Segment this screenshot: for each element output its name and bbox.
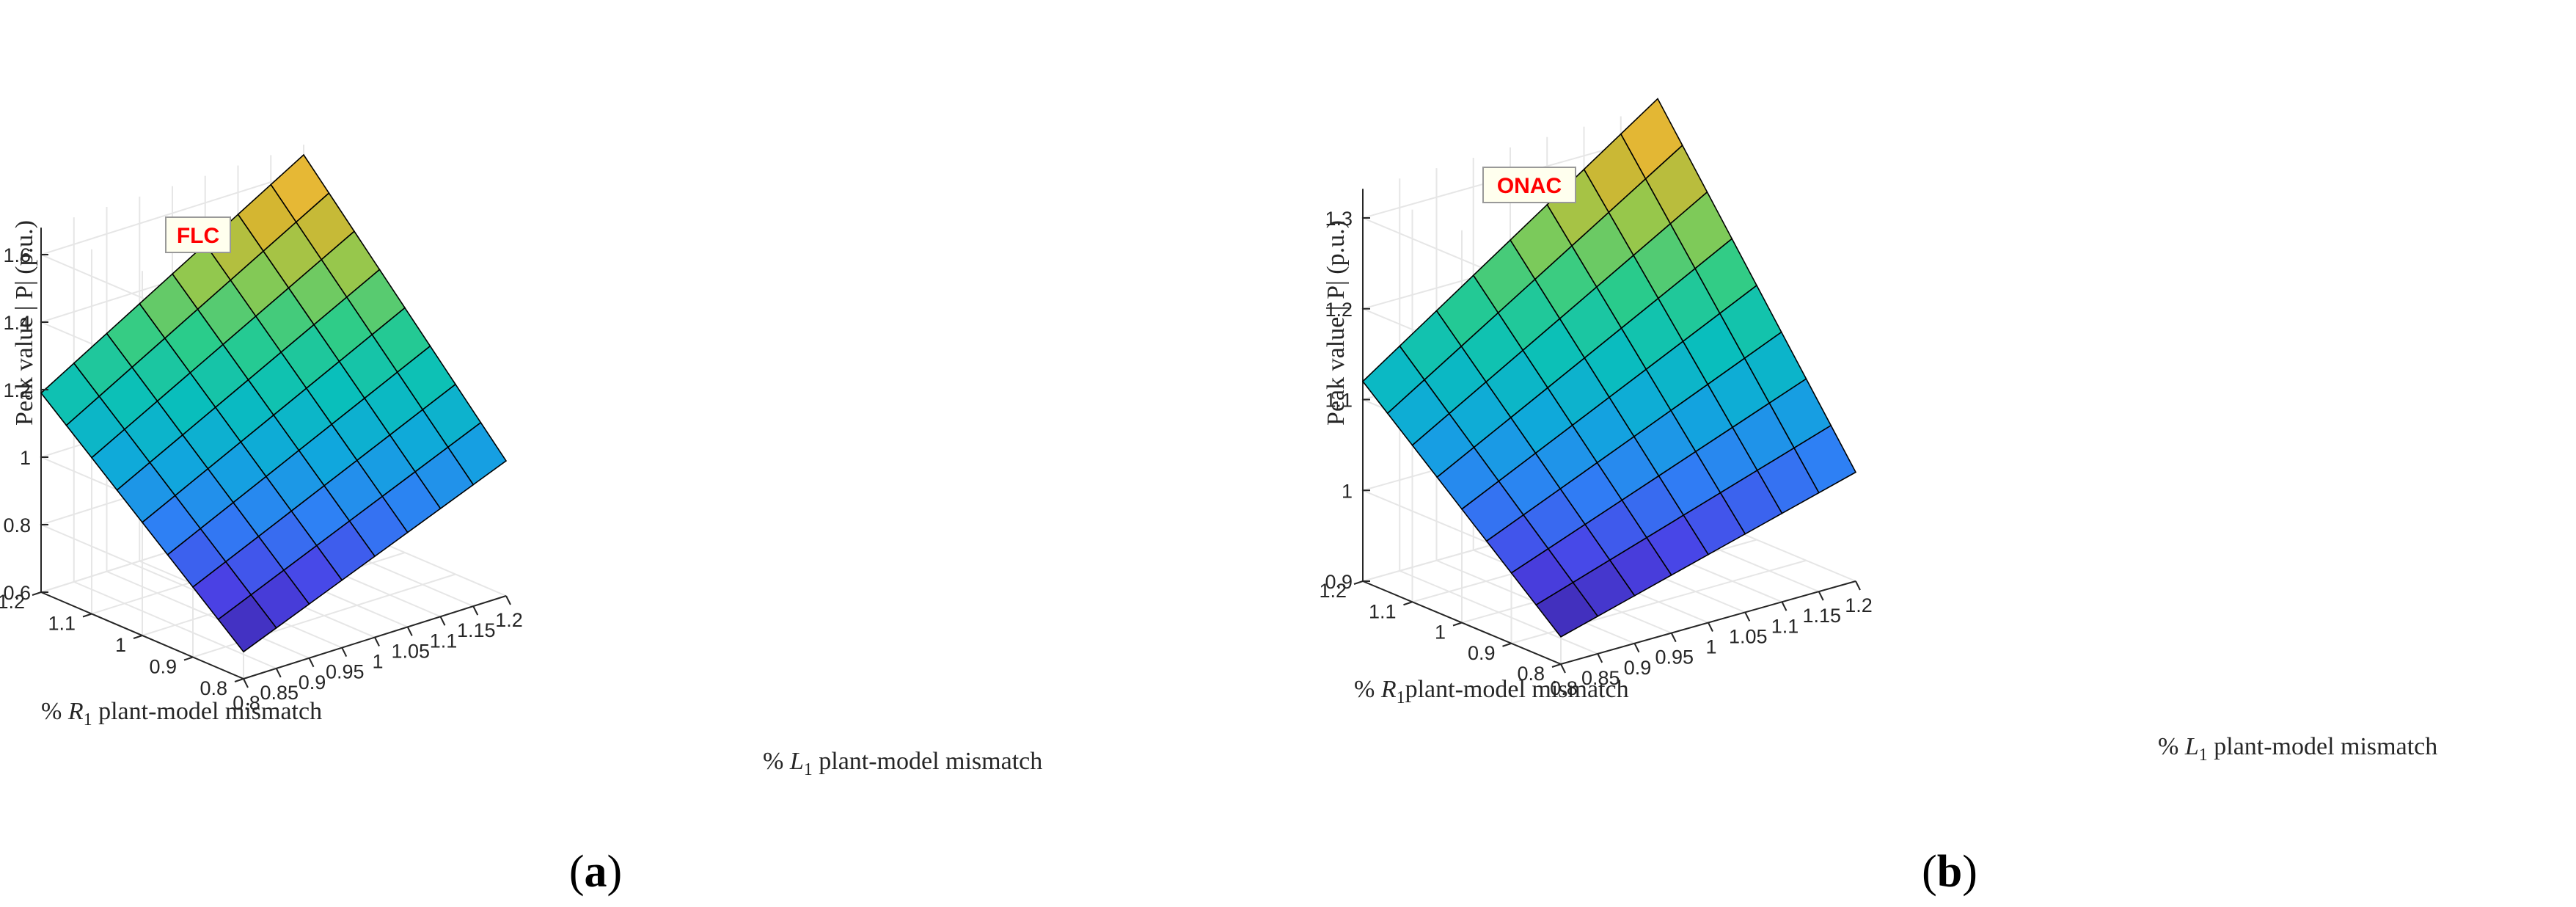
x-tick-mark bbox=[1781, 601, 1788, 611]
chart-a: 0.8 0.85 0.9 0.95 1 1.05 1.1 1.15 1.20.80.911.11… bbox=[0, 145, 1042, 897]
x-tick-label: 1 bbox=[1705, 636, 1716, 658]
y-tick-label: 1 bbox=[115, 634, 126, 656]
z-tick-label: 1.2 bbox=[3, 379, 31, 401]
panel-label-b: (b) bbox=[1922, 847, 1977, 897]
x-tick-mark bbox=[505, 595, 511, 605]
x-tick-mark bbox=[243, 678, 249, 688]
x-tick-mark bbox=[406, 626, 413, 636]
y-tick-label: 1 bbox=[1435, 622, 1446, 644]
y-tick-label: 0.9 bbox=[149, 656, 177, 678]
x-tick-mark bbox=[374, 637, 380, 646]
x-tick-mark bbox=[1560, 663, 1566, 674]
x-tick-mark bbox=[1597, 653, 1603, 663]
x-tick-label: 0.85 bbox=[1581, 667, 1620, 689]
z-tick-label: 0.9 bbox=[1325, 571, 1353, 593]
x-tick-label: 0.9 bbox=[1624, 657, 1652, 679]
x-tick-mark bbox=[1708, 622, 1713, 632]
badge-onac-box bbox=[1482, 167, 1576, 203]
x-tick-mark bbox=[1744, 611, 1751, 622]
y-tick-label: 1.1 bbox=[48, 613, 76, 635]
y-tick-mark bbox=[1403, 601, 1413, 606]
y-tick-mark bbox=[1551, 663, 1562, 668]
x-tick-mark bbox=[341, 647, 348, 658]
x-tick-mark bbox=[1670, 633, 1677, 643]
x-tick-label: 1.1 bbox=[430, 630, 458, 652]
surface-b bbox=[1361, 98, 1857, 638]
surface-patch bbox=[1535, 581, 1599, 638]
y-tick-label: 1.1 bbox=[1369, 600, 1397, 622]
z-tick-label: 1.4 bbox=[3, 312, 31, 334]
y-tick-mark bbox=[234, 678, 244, 682]
z-tick-label: 0.6 bbox=[3, 582, 31, 604]
y-tick-mark bbox=[1502, 642, 1512, 647]
x-tick-label: 1.15 bbox=[1802, 605, 1841, 627]
x-tick-mark bbox=[1633, 643, 1640, 653]
z-tick-label: 0.8 bbox=[3, 514, 31, 536]
tick-labels-a: 0.8 0.85 0.9 0.95 1 1.05 1.1 1.15 1.20.80.911.11… bbox=[0, 244, 523, 714]
y-tick-mark bbox=[183, 656, 194, 661]
z-tick-label: 1.6 bbox=[3, 244, 31, 266]
y-tick-mark bbox=[133, 635, 143, 639]
y-tick-mark bbox=[1353, 580, 1364, 585]
panel-label-a: (a) bbox=[569, 847, 622, 897]
y-tick-label: 0.9 bbox=[1468, 642, 1496, 664]
badge-flc-text: FLC bbox=[177, 224, 219, 248]
x-tick-label: 0.8 bbox=[1550, 677, 1578, 699]
x-tick-label: 0.8 bbox=[233, 692, 260, 714]
badge-flc: FLC bbox=[165, 216, 231, 253]
x-tick-label: 1.2 bbox=[495, 609, 523, 631]
z-tick-label: 1 bbox=[1342, 480, 1353, 502]
badge-onac: ONAC bbox=[1482, 167, 1576, 203]
ylabel-a: % R1 plant-model mismatch bbox=[41, 698, 322, 729]
xlabel-b: % L1 plant-model mismatch bbox=[2158, 733, 2437, 765]
x-tick-label: 0.9 bbox=[299, 671, 326, 693]
x-tick-mark bbox=[439, 616, 446, 626]
x-tick-label: 0.95 bbox=[1655, 646, 1694, 669]
x-tick-label: 1 bbox=[372, 651, 383, 673]
z-tick-label: 1.3 bbox=[1325, 208, 1353, 230]
x-tick-mark bbox=[472, 605, 479, 616]
x-tick-label: 0.85 bbox=[260, 682, 299, 704]
surface-a bbox=[40, 153, 508, 653]
z-tick-label: 1.2 bbox=[1325, 299, 1353, 321]
ylabel-b: % R1plant-model mismatch bbox=[1354, 676, 1629, 707]
y-tick-label: 0.8 bbox=[200, 677, 227, 699]
z-tick-label: 1.1 bbox=[1325, 390, 1353, 412]
x-tick-label: 1.15 bbox=[457, 619, 496, 641]
zlabel-b: Peak value | P| (p.u.) bbox=[1322, 220, 1350, 426]
x-tick-label: 0.95 bbox=[326, 661, 365, 683]
y-tick-label: 1.2 bbox=[1319, 580, 1347, 602]
x-tick-mark bbox=[308, 658, 315, 668]
x-tick-label: 1.05 bbox=[391, 640, 430, 662]
surface-patch bbox=[217, 594, 277, 653]
badge-flc-box bbox=[165, 216, 231, 253]
x-tick-mark bbox=[1855, 580, 1861, 591]
x-tick-label: 1.1 bbox=[1771, 615, 1799, 637]
xlabel-a: % L1 plant-model mismatch bbox=[763, 748, 1042, 779]
zlabel-a: Peak value | P| (p.u.) bbox=[11, 220, 38, 426]
y-tick-mark bbox=[82, 613, 92, 618]
chart-b: 0.8 0.85 0.9 0.95 1 1.05 1.1 1.15 1.20.80.911.11… bbox=[1319, 98, 2437, 897]
x-tick-mark bbox=[275, 668, 282, 678]
y-tick-mark bbox=[32, 591, 42, 596]
z-tick-label: 1 bbox=[20, 447, 31, 469]
x-tick-label: 1.2 bbox=[1845, 594, 1873, 616]
x-tick-mark bbox=[1818, 591, 1824, 601]
y-tick-label: 1.2 bbox=[0, 591, 25, 613]
tick-labels-b: 0.8 0.85 0.9 0.95 1 1.05 1.1 1.15 1.20.80.911.11… bbox=[1319, 208, 1872, 699]
y-tick-mark bbox=[1452, 622, 1463, 627]
y-tick-label: 0.8 bbox=[1517, 663, 1545, 685]
x-tick-label: 1.05 bbox=[1729, 625, 1768, 647]
badge-onac-text: ONAC bbox=[1497, 174, 1562, 198]
